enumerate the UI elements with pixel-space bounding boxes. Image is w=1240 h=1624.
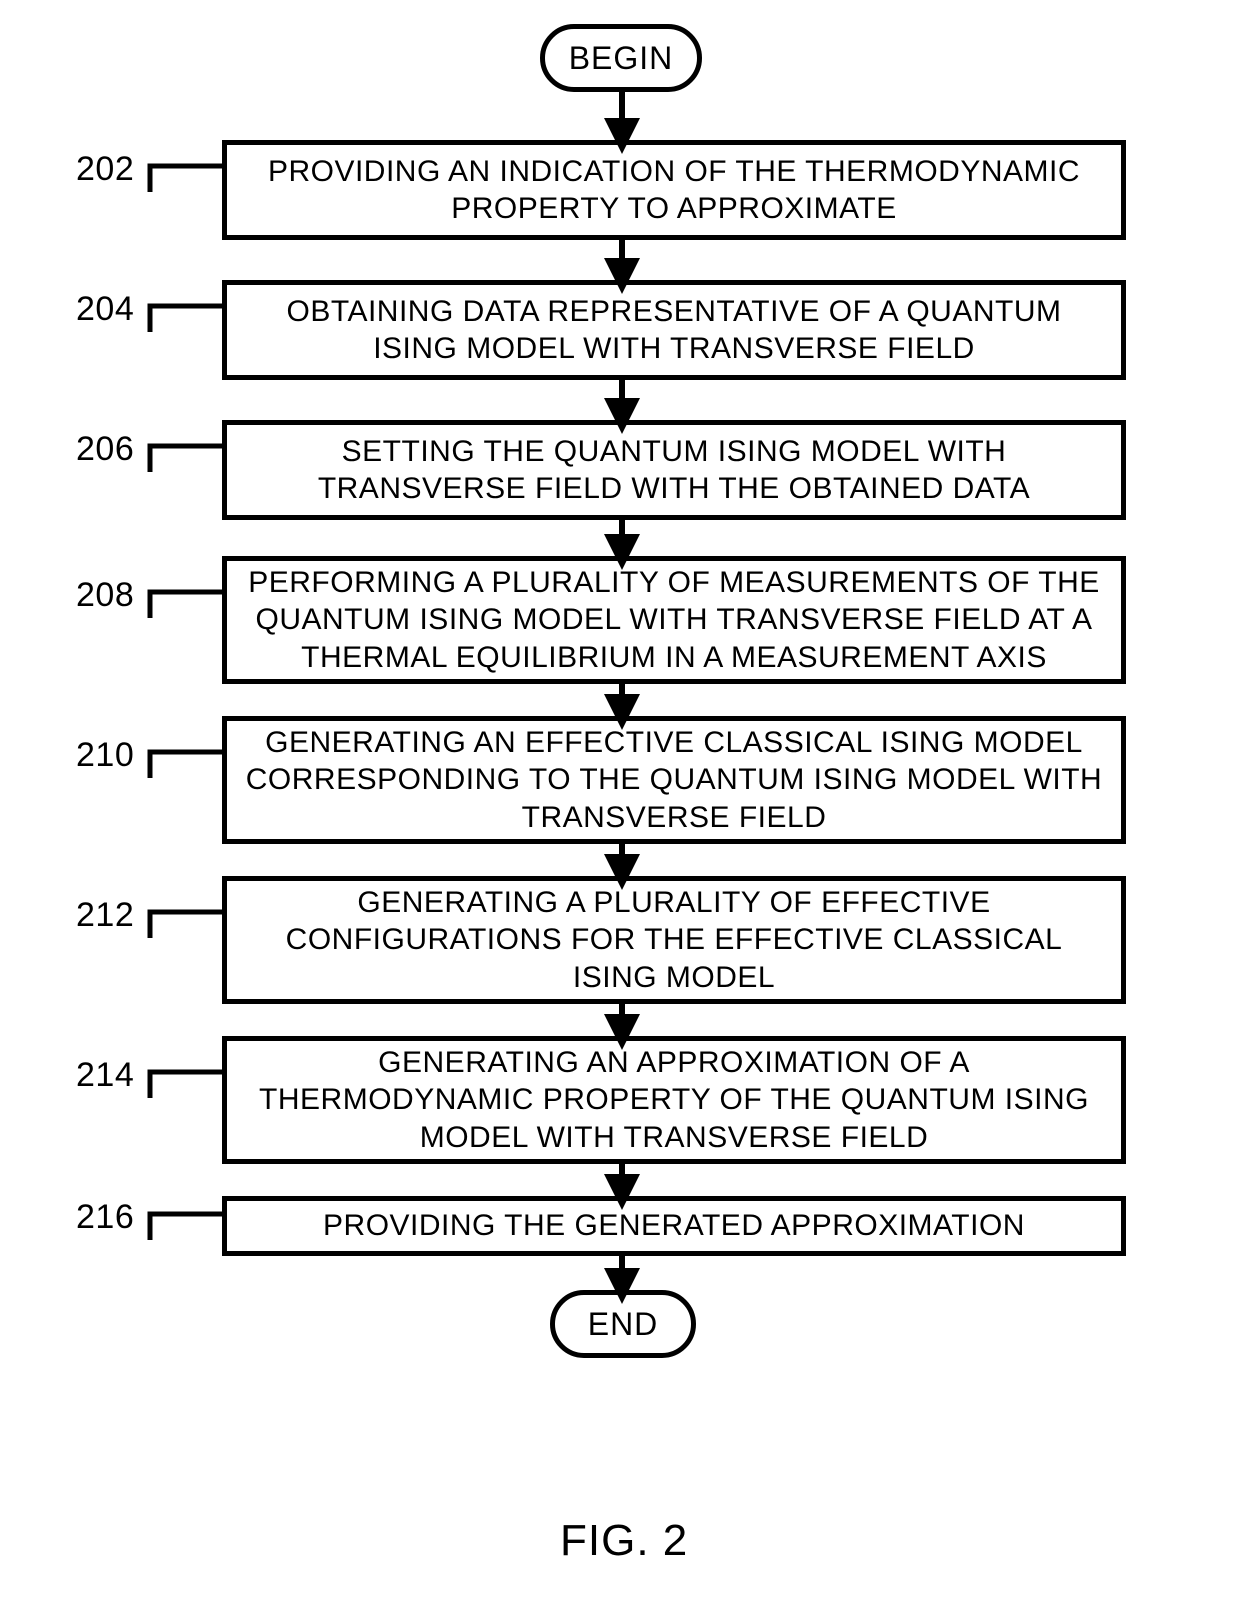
callout-206 bbox=[150, 446, 222, 472]
step-214-label: 214 bbox=[76, 1056, 134, 1095]
callout-204 bbox=[150, 306, 222, 332]
callout-208 bbox=[150, 592, 222, 618]
step-214: GENERATING AN APPROXIMATION OF A THERMOD… bbox=[222, 1036, 1126, 1164]
step-202: PROVIDING AN INDICATION OF THE THERMODYN… bbox=[222, 140, 1126, 240]
step-202-label: 202 bbox=[76, 150, 134, 189]
step-202-text: PROVIDING AN INDICATION OF THE THERMODYN… bbox=[245, 153, 1103, 228]
step-210-text: GENERATING AN EFFECTIVE CLASSICAL ISING … bbox=[245, 724, 1103, 837]
terminator-end: END bbox=[550, 1290, 696, 1358]
step-206-text: SETTING THE QUANTUM ISING MODEL WITH TRA… bbox=[245, 433, 1103, 508]
step-208-label: 208 bbox=[76, 576, 134, 615]
figure-caption: FIG. 2 bbox=[560, 1516, 688, 1566]
step-216-text: PROVIDING THE GENERATED APPROXIMATION bbox=[323, 1207, 1025, 1245]
step-204-label: 204 bbox=[76, 290, 134, 329]
callout-202 bbox=[150, 166, 222, 192]
step-216-label: 216 bbox=[76, 1198, 134, 1237]
callout-216 bbox=[150, 1214, 222, 1240]
step-204-text: OBTAINING DATA REPRESENTATIVE OF A QUANT… bbox=[245, 293, 1103, 368]
callout-210 bbox=[150, 752, 222, 778]
step-212-label: 212 bbox=[76, 896, 134, 935]
step-206-label: 206 bbox=[76, 430, 134, 469]
step-210: GENERATING AN EFFECTIVE CLASSICAL ISING … bbox=[222, 716, 1126, 844]
step-210-label: 210 bbox=[76, 736, 134, 775]
callout-212 bbox=[150, 912, 222, 938]
terminator-end-text: END bbox=[588, 1306, 659, 1343]
step-208: PERFORMING A PLURALITY OF MEASUREMENTS O… bbox=[222, 556, 1126, 684]
step-216: PROVIDING THE GENERATED APPROXIMATION bbox=[222, 1196, 1126, 1256]
step-212: GENERATING A PLURALITY OF EFFECTIVE CONF… bbox=[222, 876, 1126, 1004]
step-212-text: GENERATING A PLURALITY OF EFFECTIVE CONF… bbox=[245, 884, 1103, 997]
callout-214 bbox=[150, 1072, 222, 1098]
step-208-text: PERFORMING A PLURALITY OF MEASUREMENTS O… bbox=[245, 564, 1103, 677]
step-214-text: GENERATING AN APPROXIMATION OF A THERMOD… bbox=[245, 1044, 1103, 1157]
step-204: OBTAINING DATA REPRESENTATIVE OF A QUANT… bbox=[222, 280, 1126, 380]
step-206: SETTING THE QUANTUM ISING MODEL WITH TRA… bbox=[222, 420, 1126, 520]
terminator-begin: BEGIN bbox=[540, 24, 702, 92]
terminator-begin-text: BEGIN bbox=[569, 40, 674, 77]
flowchart-canvas: { "figure": { "caption": "FIG. 2", "capt… bbox=[0, 0, 1240, 1624]
